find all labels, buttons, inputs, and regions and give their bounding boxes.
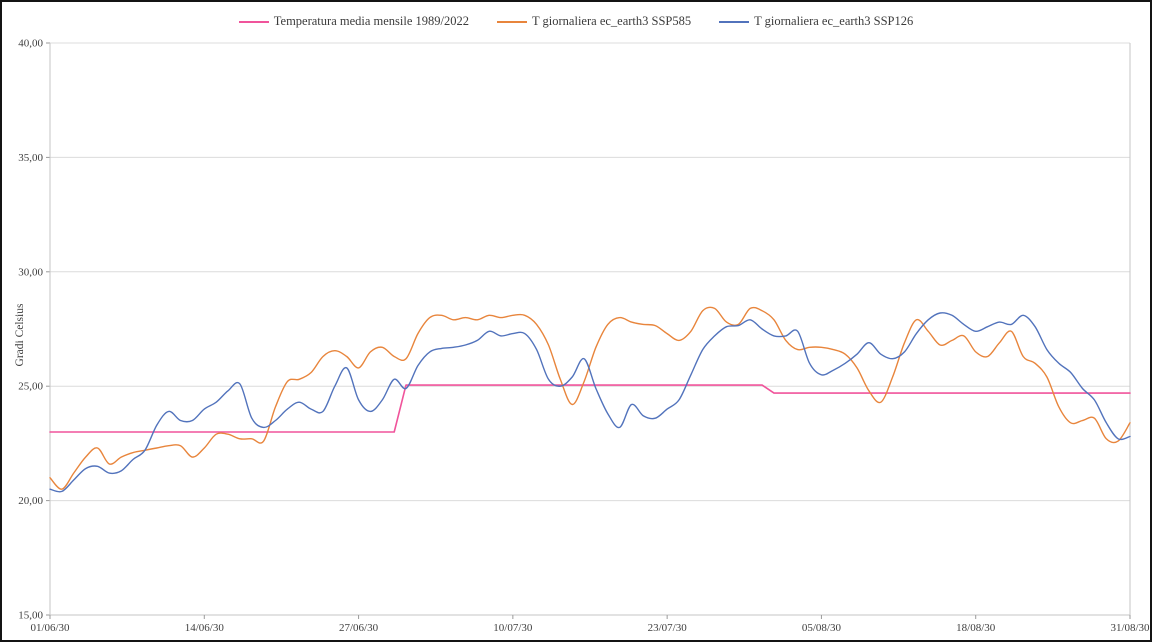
legend-label: T giornaliera ec_earth3 SSP126 xyxy=(754,14,914,28)
y-tick-label: 15,00 xyxy=(18,610,43,622)
x-tick-label: 05/08/30 xyxy=(802,622,842,634)
x-tick-label: 18/08/30 xyxy=(956,622,996,634)
legend-label: Temperatura media mensile 1989/2022 xyxy=(273,14,470,28)
legend-item-ssp585: T giornaliera ec_earth3 SSP585 xyxy=(497,14,691,29)
x-tick-label: 01/06/30 xyxy=(30,622,70,634)
y-tick-label: 30,00 xyxy=(18,266,43,278)
legend-line-marker-orange xyxy=(497,20,528,23)
x-tick-label: 23/07/30 xyxy=(648,622,688,634)
series-line-1 xyxy=(49,306,1131,490)
series-line-0 xyxy=(49,384,1131,433)
series-line-2 xyxy=(49,312,1131,493)
y-tick-label: 20,00 xyxy=(18,495,43,507)
x-tick-label: 14/06/30 xyxy=(185,622,225,634)
legend-item-ssp126: T giornaliera ec_earth3 SSP126 xyxy=(719,14,913,29)
chart-legend: Temperatura media mensile 1989/2022 T gi… xyxy=(2,14,1150,29)
legend-line-marker-pink xyxy=(238,20,269,23)
x-tick-label: 10/07/30 xyxy=(493,622,533,634)
y-tick-label: 40,00 xyxy=(18,38,43,50)
legend-item-media-mensile: Temperatura media mensile 1989/2022 xyxy=(238,14,470,29)
legend-line-marker-blue xyxy=(719,20,750,23)
y-axis-title: Gradi Celsius xyxy=(14,303,26,367)
y-tick-label: 25,00 xyxy=(18,381,43,393)
legend-label: T giornaliera ec_earth3 SSP585 xyxy=(532,14,692,28)
x-tick-label: 31/08/30 xyxy=(1110,622,1150,634)
x-tick-label: 27/06/30 xyxy=(339,622,379,634)
y-tick-label: 35,00 xyxy=(18,152,43,164)
